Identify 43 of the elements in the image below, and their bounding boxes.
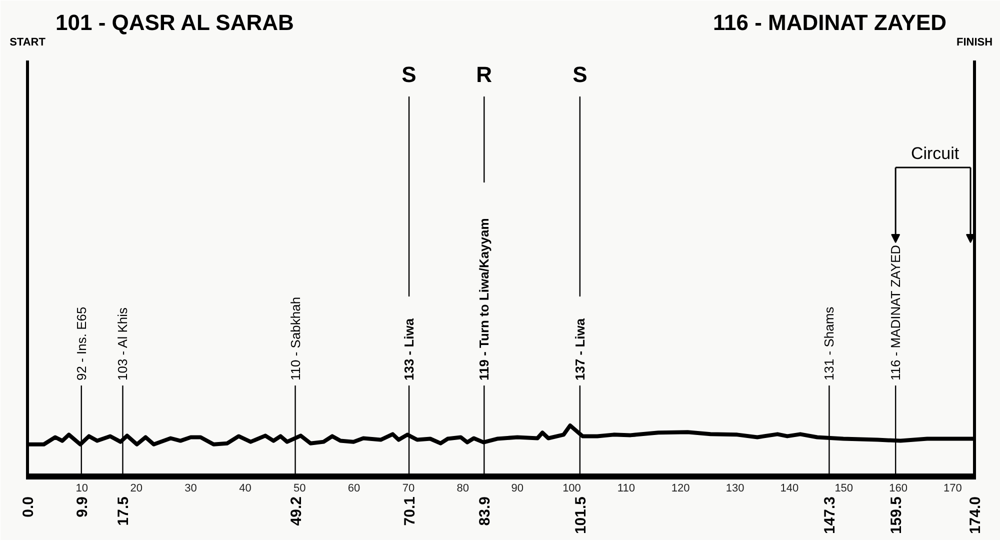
x-tick-label: 50 [294,482,306,494]
ref-line-label: 131 - Shams [822,306,837,380]
text: START [10,36,46,48]
ref-line-label: 116 - MADINAT ZAYED [888,244,904,380]
x-tick-label: 10 [76,482,88,494]
x-tick-label: 60 [348,482,360,494]
x2-tick-label: 17.5 [115,496,132,526]
x-tick-label: 80 [456,482,470,494]
x2-tick-label: 9.9 [74,496,91,518]
x2-tick-label: 49.2 [288,496,305,526]
x-tick-label: 90 [511,482,524,494]
x-tick-label: 130 [726,482,744,494]
x2-tick-label: 147.3 [822,496,839,534]
ref-line-label: 101 - QASR AL SARAB [56,10,294,35]
ref-line-label: 137 - Liwa [572,318,588,380]
text: Circuit [910,144,960,163]
ref-line-label: 116 - MADINAT ZAYED [713,10,947,35]
x-tick-label: 40 [239,482,252,494]
ref-line-label: 92 - Ins. E65 [74,306,89,380]
ref-line-label: 103 - Al Khis [115,307,130,380]
annotation: S [402,62,416,87]
x-tick-label: 170 [944,482,962,494]
x-tick-label: 120 [671,482,690,494]
x-tick-label: 30 [184,482,197,494]
x-tick-label: 110 [617,482,635,494]
annotation: S [572,62,588,87]
x-tick-label: 100 [562,482,581,494]
x-tick-label: 70 [402,482,415,494]
ref-line-label: 119 - Turn to Liwa/Kayyam [476,218,492,380]
x2-tick-label: 101.5 [572,496,590,534]
text: FINISH [956,36,993,48]
x2-tick-label: 70.1 [402,496,419,526]
x2-tick-label: 174.0 [967,496,984,534]
x2-tick-label: 159.5 [888,496,906,534]
x-tick-label: 20 [130,482,142,494]
x-tick-label: 160 [889,482,908,494]
x2-tick-label: 83.9 [476,496,494,526]
x2-tick-label: 0.0 [20,496,37,518]
x-tick-label: 150 [834,482,854,494]
ref-line-label: 110 - Sabkhah [288,296,303,380]
x-tick-label: 140 [780,482,799,494]
annotation: R [476,62,492,87]
ref-line-label: 133 - Liwa [402,318,417,380]
